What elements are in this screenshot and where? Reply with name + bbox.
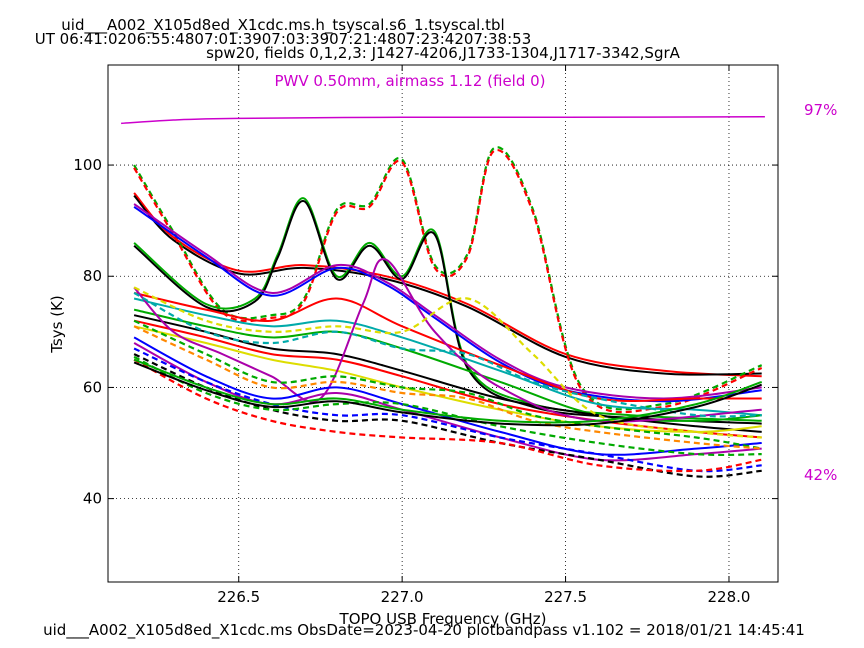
transmission-curve bbox=[121, 115, 765, 125]
tsys-series-line-20 bbox=[133, 358, 762, 473]
tsys-series-line-2 bbox=[133, 194, 762, 376]
tsys-series-line-15 bbox=[133, 258, 762, 423]
tsys-series-line-26 bbox=[133, 358, 763, 424]
series-layer bbox=[133, 146, 763, 478]
axis-ticks: 226.5 227.0 227.5 228.0 40 60 80 100 bbox=[73, 65, 778, 606]
tsys-series-line-19 bbox=[133, 353, 762, 478]
x-tick-label: 228.0 bbox=[707, 588, 750, 606]
tsys-series-line-11 bbox=[133, 308, 762, 422]
x-tick-label: 227.5 bbox=[544, 588, 587, 606]
tsys-series-line-18 bbox=[133, 347, 762, 473]
plot-frame bbox=[107, 64, 779, 583]
y-tick-label: 100 bbox=[73, 156, 102, 174]
chart-title-filename: uid___A002_X105d8ed_X1cdc.ms.h_tsyscal.s… bbox=[61, 16, 504, 35]
y-axis-label: Tsys (K) bbox=[48, 295, 66, 354]
tsys-series-line-27 bbox=[133, 361, 763, 427]
y-tick-label: 40 bbox=[83, 490, 102, 508]
footer-text: uid___A002_X105d8ed_X1cdc.ms ObsDate=202… bbox=[43, 621, 805, 640]
transmission-layer bbox=[121, 115, 765, 125]
tsys-series-line-12 bbox=[133, 314, 762, 433]
x-axis-label: TOPO USB Frequency (GHz) bbox=[339, 610, 547, 628]
chart-title-fields: spw20, fields 0,1,2,3: J1427-4206,J1733-… bbox=[206, 44, 681, 62]
tsys-series-line-13 bbox=[133, 319, 762, 439]
y-tick-label: 80 bbox=[83, 267, 102, 285]
x-tick-label: 227.0 bbox=[381, 588, 424, 606]
tsys-series-line-23 bbox=[133, 291, 762, 418]
x-tick-label: 226.5 bbox=[217, 588, 260, 606]
chart-title-ut-times: UT 06:41:0206:55:4807:01:3907:03:3907:21… bbox=[35, 30, 532, 48]
y-tick-label: 60 bbox=[83, 378, 102, 396]
transmission-low-label: 42% bbox=[804, 466, 837, 484]
pwv-annotation: PWV 0.50mm, airmass 1.12 (field 0) bbox=[274, 72, 545, 90]
tsys-series-line-4 bbox=[133, 148, 763, 414]
tsys-series-line-22 bbox=[133, 286, 762, 439]
transmission-high-label: 97% bbox=[804, 101, 837, 119]
tsys-series-line-10 bbox=[133, 297, 762, 417]
tsys-series-line-9 bbox=[133, 291, 762, 402]
